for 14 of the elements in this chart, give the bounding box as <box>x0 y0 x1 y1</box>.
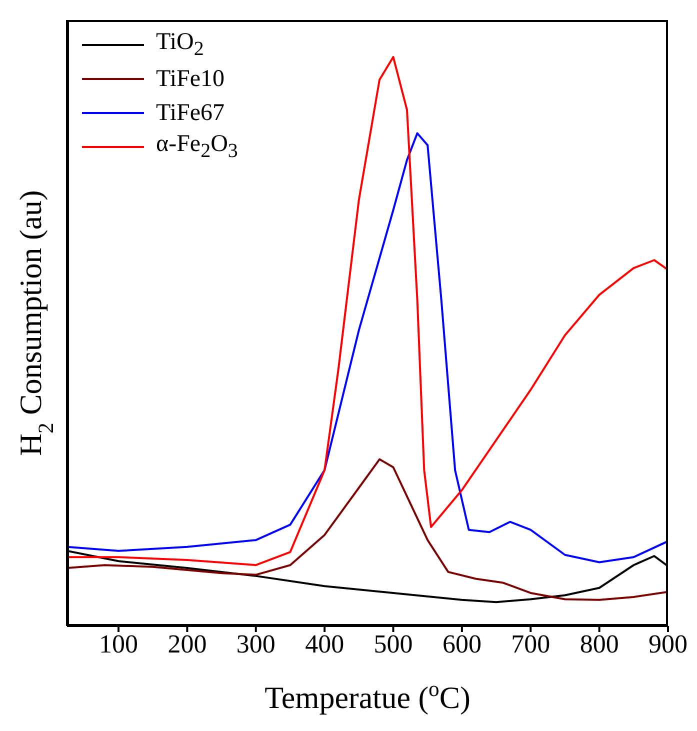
x-axis-title: Temperatue ($^{o}$C) <box>264 677 470 715</box>
x-tick-label: 300 <box>236 629 276 658</box>
x-tick-label: 600 <box>442 629 482 658</box>
x-tick-label: 900 <box>648 629 688 658</box>
x-tick-label: 200 <box>168 629 207 658</box>
legend-label: α-Fe$_{2}$O$_{3}$ <box>156 131 238 163</box>
legend-label: TiO$_{2}$ <box>156 29 204 61</box>
x-tick-label: 100 <box>99 629 138 658</box>
x-tick-label: 500 <box>374 629 413 658</box>
legend-label: TiFe10 <box>156 66 224 92</box>
x-tick-label: 800 <box>580 629 619 658</box>
legend-label: TiFe67 <box>156 100 224 126</box>
x-tick-label: 400 <box>305 629 344 658</box>
x-tick-label: 700 <box>511 629 550 658</box>
